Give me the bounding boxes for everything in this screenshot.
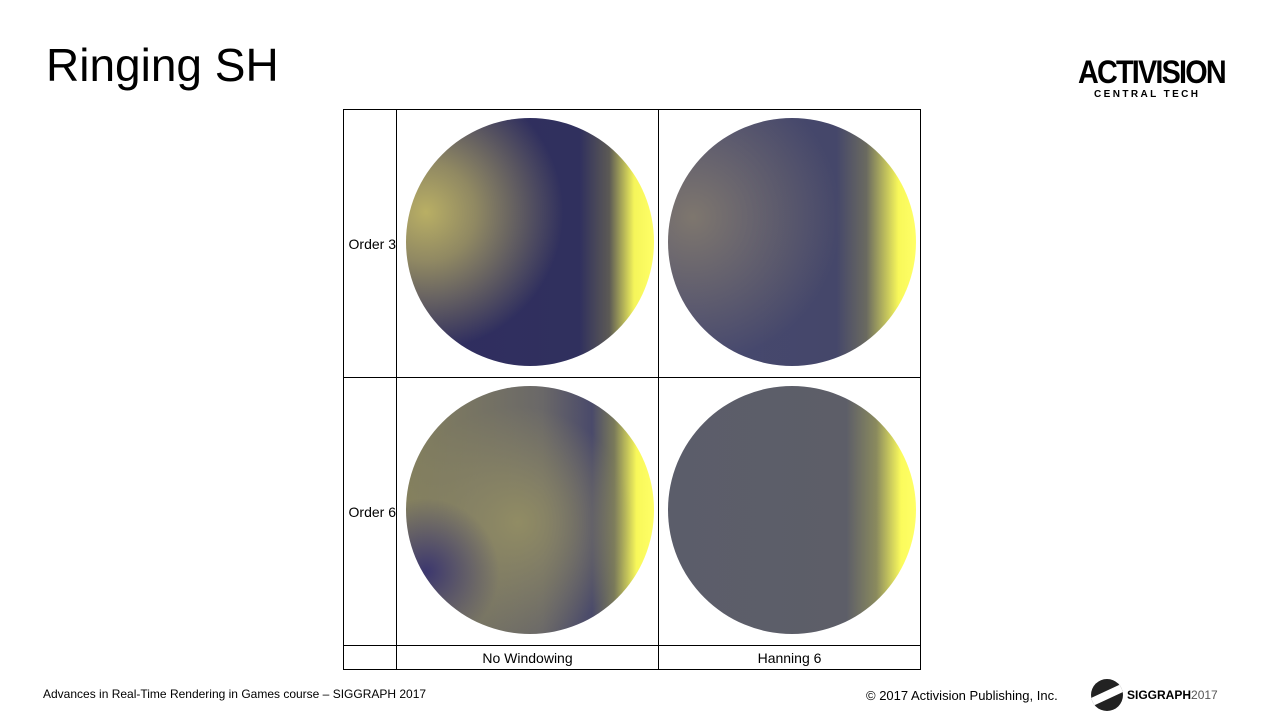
siggraph-logo-icon	[1091, 679, 1123, 711]
sphere-render	[406, 118, 654, 366]
grid-row-order-3: Order 3	[343, 109, 921, 378]
sphere-render	[406, 386, 654, 634]
slide-title: Ringing SH	[46, 39, 279, 91]
sphere-render	[668, 118, 916, 366]
cell-order3-hanning	[658, 109, 921, 378]
row-label-order-3: Order 3	[343, 109, 397, 378]
sphere-render	[668, 386, 916, 634]
column-label-no-windowing: No Windowing	[396, 645, 659, 670]
siggraph-year: 2017	[1191, 688, 1218, 702]
row-label-order-6: Order 6	[343, 377, 397, 646]
cell-order3-no-windowing	[396, 109, 659, 378]
grid-column-labels: No Windowing Hanning 6	[343, 645, 921, 670]
activision-logo: ACTIVISION CENTRAL TECH	[1078, 54, 1227, 102]
logo-main-text: ACTIVISION	[1078, 54, 1227, 90]
siggraph-logo-text: SIGGRAPH2017	[1127, 688, 1218, 702]
corner-cell	[343, 645, 397, 670]
column-label-hanning: Hanning 6	[658, 645, 921, 670]
cell-order6-hanning	[658, 377, 921, 646]
siggraph-name: SIGGRAPH	[1127, 688, 1192, 702]
copyright-text: © 2017 Activision Publishing, Inc.	[866, 688, 1058, 703]
comparison-grid: Order 3 Order 6 No Windowing Hanning 6	[343, 109, 921, 670]
course-footer: Advances in Real-Time Rendering in Games…	[43, 687, 427, 701]
logo-sub-text: CENTRAL TECH	[1094, 89, 1201, 100]
grid-row-order-6: Order 6	[343, 377, 921, 646]
cell-order6-no-windowing	[396, 377, 659, 646]
